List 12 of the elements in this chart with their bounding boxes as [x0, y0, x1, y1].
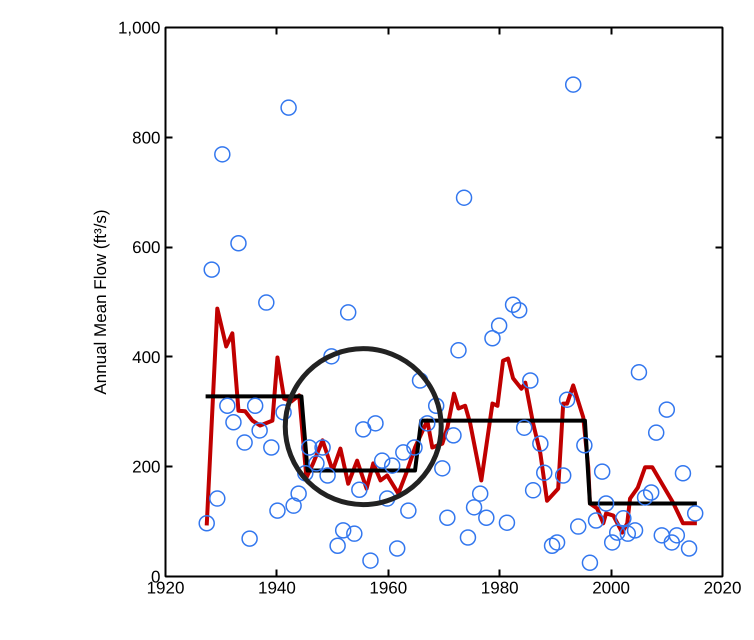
x-tick-label: 2020 — [704, 578, 742, 598]
y-tick-label: 400 — [132, 348, 161, 367]
y-tick-label: 800 — [132, 128, 161, 148]
x-tick-label: 2000 — [592, 578, 630, 598]
y-tick-label: 600 — [132, 238, 161, 258]
y-tick-label: 1,000 — [118, 18, 161, 38]
x-tick-label: 1960 — [369, 578, 408, 598]
y-tick-label: 200 — [132, 458, 161, 477]
line-series — [204, 394, 699, 506]
x-tick-label: 1940 — [258, 578, 296, 598]
x-tick-label: 1980 — [480, 578, 519, 598]
y-axis-title: Annual Mean Flow (ft³/s) — [90, 209, 110, 395]
